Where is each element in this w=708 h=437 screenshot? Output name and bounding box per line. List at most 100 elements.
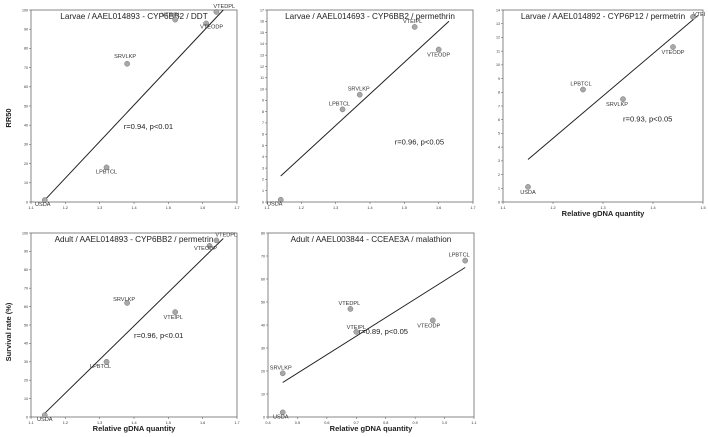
x-tick-label: 0.4 <box>265 421 270 425</box>
x-tick-label: 0.7 <box>354 421 359 425</box>
point-label: USDA <box>37 417 53 423</box>
y-tick-label: 1 <box>262 189 264 193</box>
y-tick-label: 10 <box>261 392 265 396</box>
data-point <box>670 44 676 50</box>
data-point <box>435 46 442 53</box>
correlation-annotation: r=0.93, p<0.05 <box>623 114 672 123</box>
data-point <box>620 96 626 102</box>
data-point <box>279 370 286 377</box>
y-tick-label: 13 <box>496 22 500 26</box>
correlation-annotation: r=0.96, p<0.01 <box>134 331 183 340</box>
x-tick-label: 1.1 <box>471 421 476 425</box>
trend-line <box>280 20 450 177</box>
x-tick-label: 1.4 <box>650 206 655 210</box>
data-point <box>690 14 696 20</box>
panel-1-frame <box>30 9 238 203</box>
data-point <box>103 358 110 365</box>
y-tick-label: 11 <box>260 76 264 80</box>
y-tick-label: 1 <box>498 187 500 191</box>
y-tick-label: 0 <box>498 200 500 204</box>
y-tick-label: 3 <box>498 159 500 163</box>
y-tick-label: 10 <box>24 181 28 185</box>
x-tick-label: 1.1 <box>500 206 505 210</box>
data-point <box>429 317 436 324</box>
panel-3-xlabel: Relative gDNA quantity <box>562 209 645 218</box>
point-label: LPBTCL <box>329 101 350 107</box>
data-point <box>41 412 48 419</box>
y-tick-label: 10 <box>260 87 264 91</box>
point-label: LPBTCL <box>570 82 591 88</box>
y-tick-label: 11 <box>496 49 500 53</box>
y-tick-label: 4 <box>262 155 264 159</box>
point-label: SRVLKP <box>114 54 136 60</box>
data-point <box>213 237 220 244</box>
point-label: VTEODP <box>661 50 684 56</box>
y-tick-label: 8 <box>498 91 500 95</box>
y-tick-label: 40 <box>24 342 28 346</box>
x-tick-label: 0.8 <box>383 421 388 425</box>
row2-ylabel: Survival rate (%) <box>4 302 13 361</box>
point-label: VTEODP <box>194 246 217 252</box>
panel-4-frame <box>30 232 238 418</box>
point-label: USDA <box>273 414 289 420</box>
y-tick-label: 8 <box>262 110 264 114</box>
y-tick-label: 2 <box>498 173 500 177</box>
data-point <box>411 24 418 30</box>
y-tick-label: 0 <box>262 200 264 204</box>
y-tick-label: 90 <box>24 28 28 32</box>
data-point <box>172 16 179 23</box>
y-tick-label: 100 <box>22 8 28 12</box>
y-tick-label: 50 <box>24 104 28 108</box>
x-tick-label: 1.4 <box>131 421 136 425</box>
point-label: USDA <box>35 202 51 208</box>
y-tick-label: 15 <box>260 31 264 35</box>
y-tick-label: 80 <box>24 268 28 272</box>
panel-2-title: Larvae / AAEL014693 - CYP6BB2 / permethr… <box>285 12 455 21</box>
point-label: LPBTCL <box>96 169 117 175</box>
x-tick-label: 1.2 <box>63 421 68 425</box>
point-label: VTEODP <box>427 53 450 59</box>
x-tick-label: 0.9 <box>413 421 418 425</box>
panel-3-frame <box>502 9 704 203</box>
y-tick-label: 12 <box>496 36 500 40</box>
x-tick-label: 1.3 <box>97 206 102 210</box>
x-tick-label: 1.2 <box>550 206 555 210</box>
data-point <box>525 184 531 190</box>
trend-line <box>44 9 224 201</box>
point-label: VTEDPL <box>213 4 235 10</box>
correlation-annotation: r=0.89, p<0.05 <box>359 327 408 336</box>
data-point <box>277 196 284 203</box>
data-point <box>580 86 586 93</box>
panel-4-title: Adult / AAEL014893 - CYP6BB2 / permetrin <box>55 235 214 244</box>
point-label: VTEIPL <box>164 315 183 321</box>
panel-1-title: Larvae / AAEL014893 - CYP6BB2 / DDT <box>60 12 207 21</box>
data-point <box>124 300 130 306</box>
point-label: SRVLKP <box>270 365 292 371</box>
trend-line <box>44 238 224 414</box>
panel-5-xlabel: Relative gDNA quantity <box>330 424 413 433</box>
x-tick-label: 1.6 <box>200 206 205 210</box>
data-point <box>203 20 209 27</box>
point-label: VTEI <box>693 12 706 18</box>
x-tick-label: 1.1 <box>264 206 269 210</box>
x-tick-label: 1.7 <box>234 421 239 425</box>
panel-5-title: Adult / AAEL003844 - CCEAE3A / malathion <box>291 235 452 244</box>
row1-ylabel: RR50 <box>4 108 13 127</box>
y-tick-label: 7 <box>498 104 500 108</box>
data-point <box>206 243 213 249</box>
y-tick-label: 100 <box>22 231 28 235</box>
point-label: VTEIPL <box>403 19 422 25</box>
trend-line <box>527 15 699 160</box>
y-tick-label: 30 <box>261 346 265 350</box>
panel-5-frame <box>267 232 475 418</box>
x-tick-label: 1.3 <box>333 206 338 210</box>
correlation-annotation: r=0.94, p<0.01 <box>124 122 173 131</box>
y-tick-label: 2 <box>262 178 264 182</box>
y-tick-label: 50 <box>261 300 265 304</box>
y-tick-label: 20 <box>24 162 28 166</box>
point-label: VTEDPL <box>215 232 237 238</box>
data-point <box>462 257 469 264</box>
y-tick-label: 90 <box>24 250 28 254</box>
point-label: USDA <box>267 202 283 208</box>
